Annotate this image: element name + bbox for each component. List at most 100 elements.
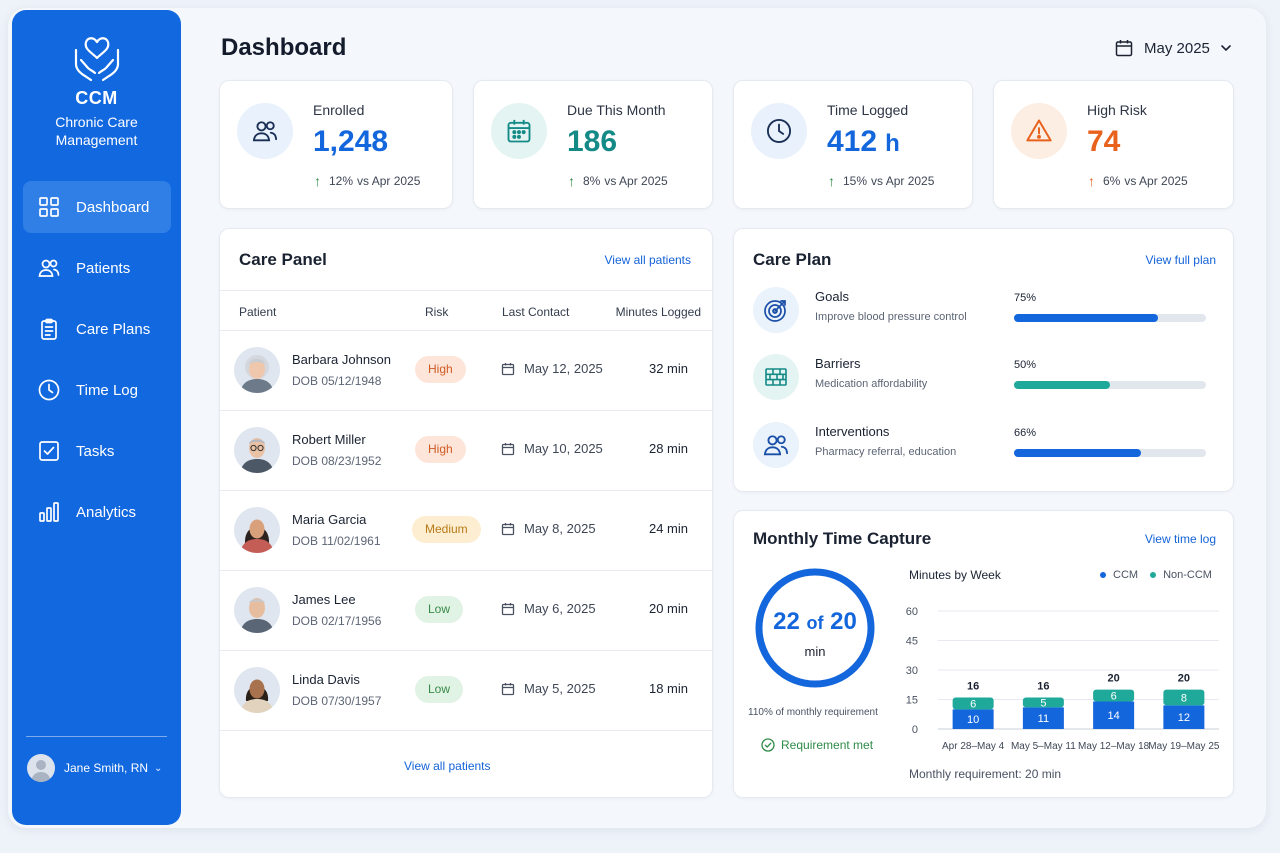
care-plan-item-desc: Medication affordability [815,378,928,390]
sidebar-item-tasks[interactable]: Tasks [23,425,171,477]
y-tick-label: 60 [906,606,918,618]
patient-name[interactable]: Barbara Johnson [292,352,392,367]
user-menu[interactable]: Jane Smith, RN ⌄ [27,754,172,782]
sidebar-item-patients[interactable]: Patients [23,242,171,294]
brand-title: CCM [75,88,118,108]
stat-label: High Risk [1087,102,1147,118]
arrow-up-icon: ↑ [314,173,321,189]
ring-value: 22 of 20 [753,608,877,636]
patient-name[interactable]: Robert Miller [292,432,366,447]
table-row[interactable]: Robert Miller DOB 08/23/1952 High May 10… [220,411,712,491]
care-plan-item-percent: 50% [1014,359,1037,371]
stat-delta: ↑ 15% vs Apr 2025 [828,173,934,189]
stat-card-high-risk[interactable]: High Risk 74 ↑ 6% vs Apr 2025 [993,80,1234,209]
ring-caption: 110% of monthly requirement [748,707,878,718]
y-tick-label: 15 [906,695,918,707]
bar-value-label: 11 [1038,713,1049,725]
bar-value-label: 12 [1178,712,1190,724]
risk-badge: Medium [412,516,481,543]
bar-total-label: 16 [1037,681,1049,693]
bar-segment [952,697,994,710]
stat-card-time-logged[interactable]: Time Logged 412 h ↑ 15% vs Apr 2025 [733,80,973,209]
patient-name[interactable]: Linda Davis [292,672,360,687]
progress-ring [755,568,875,688]
table-row[interactable]: Barbara Johnson DOB 05/12/1948 High May … [220,331,712,411]
minutes-logged: 28 min [648,441,688,456]
sidebar-item-analytics[interactable]: Analytics [23,486,171,538]
target-icon [753,287,799,333]
view-full-plan-link[interactable]: View full plan [1145,253,1217,267]
stat-delta-text: vs Apr 2025 [1124,174,1188,188]
month-picker-label: May 2025 [1144,39,1210,57]
last-contact-date: May 12, 2025 [524,361,603,376]
users-icon [38,259,60,277]
brand: CCM Chronic Care Management [12,36,181,149]
last-contact: May 6, 2025 [501,601,596,616]
stat-card-due-this-month[interactable]: Due This Month 186 ↑ 8% vs Apr 2025 [473,80,713,209]
chart-legend: CCM Non-CCM [1100,569,1224,581]
bar-segment [1163,705,1205,729]
stat-card-enrolled[interactable]: Enrolled 1,248 ↑ 12% vs Apr 2025 [219,80,453,209]
care-plan-barriers[interactable]: Barriers Medication affordability 50% [734,354,1233,404]
stat-label: Due This Month [567,102,666,118]
x-tick-label: May 12–May 18 [1078,741,1150,751]
column-header-last-contact[interactable]: Last Contact [502,305,570,319]
care-plan-item-desc: Pharmacy referral, education [815,446,957,458]
chevron-down-icon [1221,45,1231,52]
patient-dob: DOB 05/12/1948 [292,374,382,388]
stat-value: 1,248 [313,125,389,158]
sidebar-item-time-log[interactable]: Time Log [23,364,171,416]
last-contact: May 5, 2025 [501,681,596,696]
card-title: Care Plan [753,250,832,269]
month-picker[interactable]: May 2025 [1114,38,1232,58]
legend-item-ccm: CCM [1100,569,1138,581]
stat-delta-percent: 6% [1103,174,1121,188]
last-contact-date: May 6, 2025 [524,601,596,616]
stat-value: 186 [567,125,618,158]
patient-dob: DOB 11/02/1961 [292,534,381,548]
last-contact-date: May 5, 2025 [524,681,596,696]
care-plan-interventions[interactable]: Interventions Pharmacy referral, educati… [734,422,1233,472]
sidebar: CCM Chronic Care Management Dashboard Pa… [12,10,181,825]
sidebar-item-dashboard[interactable]: Dashboard [23,181,171,233]
bar-value-label: 6 [1111,691,1117,703]
legend-label: CCM [1113,569,1139,581]
stat-label: Enrolled [313,102,365,118]
bar-value-label: 14 [1108,710,1120,722]
care-panel-card: Care Panel View all patients Patient Ris… [219,228,713,798]
column-header-risk[interactable]: Risk [425,305,449,319]
column-header-patient[interactable]: Patient [239,305,277,319]
patient-name[interactable]: James Lee [292,592,356,607]
view-all-patients-link[interactable]: View all patients [604,253,692,267]
progress-fill [1014,449,1141,457]
chevron-down-icon[interactable]: ⌄ [154,762,163,774]
stat-value-unit: h [885,130,900,157]
risk-badge: High [415,356,466,383]
user-avatar-icon [31,760,51,782]
minutes-logged: 24 min [648,521,688,536]
patient-avatar-icon [240,355,274,393]
sidebar-item-label: Time Log [76,381,138,399]
minutes-logged: 18 min [648,681,688,696]
bar-chart-icon [39,502,59,522]
x-tick-label: May 19–May 25 [1148,741,1220,751]
bar-value-label: 8 [1181,693,1187,705]
legend-dot [1100,572,1106,578]
view-all-patients-footer-link[interactable]: View all patients [404,759,491,773]
column-header-minutes-logged[interactable]: Minutes Logged [615,305,701,319]
bar-segment [1093,689,1135,702]
care-plan-goals[interactable]: Goals Improve blood pressure control 75% [734,287,1233,337]
table-row[interactable]: Maria Garcia DOB 11/02/1961 Medium May 8… [220,491,712,571]
view-time-log-link[interactable]: View time log [1144,532,1216,546]
checkbox-icon [39,441,59,461]
bar-value-label: 10 [967,714,979,726]
table-row[interactable]: Linda Davis DOB 07/30/1957 Low May 5, 20… [220,651,712,731]
care-plan-item-percent: 66% [1014,427,1037,439]
patient-name[interactable]: Maria Garcia [292,512,367,527]
avatar [234,507,280,553]
stat-value: 74 [1087,125,1121,158]
patient-avatar-icon [240,519,274,553]
table-row[interactable]: James Lee DOB 02/17/1956 Low May 6, 2025… [220,571,712,651]
progress-track [1014,314,1206,322]
sidebar-item-care-plans[interactable]: Care Plans [23,303,171,355]
